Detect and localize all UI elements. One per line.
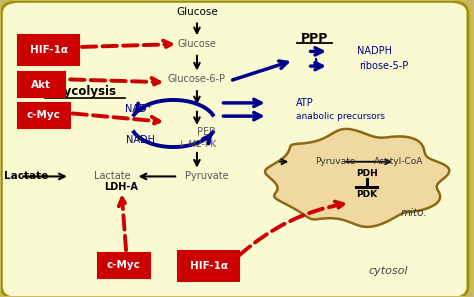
Text: PDH: PDH (356, 169, 377, 178)
FancyBboxPatch shape (18, 72, 65, 97)
Text: NADPH: NADPH (357, 46, 392, 56)
Text: PDK: PDK (356, 189, 377, 199)
Text: Lactate: Lactate (4, 171, 48, 181)
Text: Pyruvate: Pyruvate (184, 171, 228, 181)
Text: LDH-A: LDH-A (105, 182, 138, 192)
Text: HIF-1α: HIF-1α (190, 261, 228, 271)
Text: Acetyl-CoA: Acetyl-CoA (374, 157, 423, 166)
Text: Glucose: Glucose (176, 7, 218, 17)
Text: c-Myc: c-Myc (27, 110, 61, 120)
Text: ribose-5-P: ribose-5-P (359, 61, 409, 71)
Text: Glucose: Glucose (177, 39, 217, 49)
Text: PPP: PPP (301, 32, 328, 45)
Text: Glycolysis: Glycolysis (51, 85, 117, 98)
Text: NAD⁺: NAD⁺ (125, 104, 152, 114)
Text: NADH: NADH (126, 135, 155, 145)
Text: mito.: mito. (401, 208, 428, 218)
FancyBboxPatch shape (178, 252, 239, 281)
FancyBboxPatch shape (98, 253, 150, 278)
Text: Lactate: Lactate (94, 171, 130, 181)
Text: cytosol: cytosol (368, 266, 408, 277)
FancyBboxPatch shape (18, 103, 70, 128)
Text: HIF-1α: HIF-1α (29, 45, 67, 55)
Text: anabolic precursors: anabolic precursors (296, 112, 385, 121)
Text: PEP: PEP (197, 127, 216, 137)
Text: c-Myc: c-Myc (107, 260, 141, 271)
Text: Akt: Akt (31, 80, 52, 89)
Text: Pyruvate: Pyruvate (315, 157, 355, 166)
Text: ATP: ATP (296, 98, 314, 108)
Polygon shape (265, 129, 449, 227)
FancyBboxPatch shape (18, 35, 79, 65)
Text: ↓ M2-PK: ↓ M2-PK (178, 140, 216, 148)
Text: Glucose-6-P: Glucose-6-P (168, 74, 226, 84)
